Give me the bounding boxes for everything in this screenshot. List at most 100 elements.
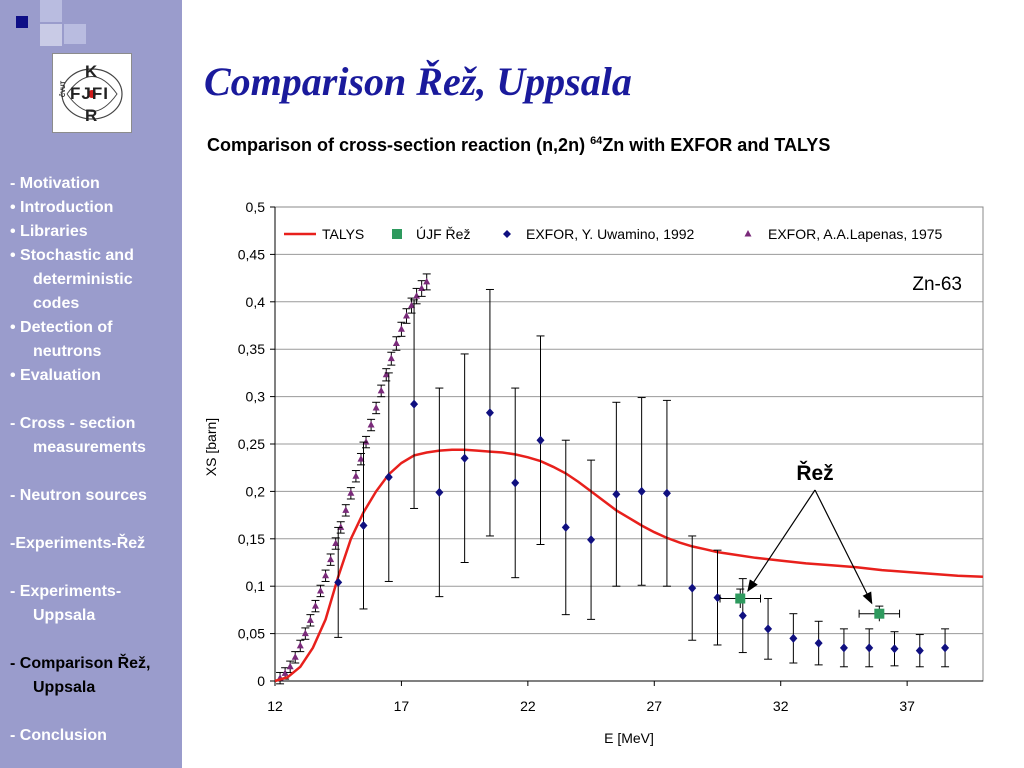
y-tick-label: 0,5 [246,199,266,215]
subtitle-text-end: Zn with EXFOR and TALYS [602,135,831,155]
lapenas-point [322,571,330,579]
uwamino-point [536,435,545,445]
nav-item[interactable]: - Neutron sources [10,487,147,504]
uwamino-point [915,646,924,656]
uwamino-point [637,486,646,496]
nav-item[interactable]: - Experiments- Uppsala [10,583,122,624]
legend-swatch-lapenas [744,230,752,237]
nav-item[interactable]: - Cross - section measurements [10,415,146,456]
slide-title: Comparison Řež, Uppsala [204,59,632,104]
ujf-point [735,593,746,604]
lapenas-point [402,312,410,319]
y-tick-label: 0,45 [238,246,265,262]
nav-item[interactable]: • Stochastic and deterministic codes [10,247,134,312]
legend-label-lapenas: EXFOR, A.A.Lapenas, 1975 [768,226,943,242]
uwamino-point [890,644,899,654]
x-tick-label: 22 [520,698,536,714]
legend-swatch-ujf [392,229,402,239]
lapenas-point [286,662,294,670]
uwamino-point [587,535,596,545]
y-tick-label: 0,3 [246,389,266,405]
lapenas-point [342,506,350,513]
lapenas-point [357,455,365,462]
y-tick-label: 0,35 [238,341,265,357]
x-tick-label: 27 [646,698,662,714]
corner-square [64,24,86,44]
uwamino-point [485,408,494,418]
uwamino-point [814,638,823,648]
rez-arrow [747,489,816,592]
x-tick-label: 12 [267,698,283,714]
x-axis-label: E [MeV] [604,730,654,746]
corner-square [40,0,62,22]
corner-square [40,24,62,46]
y-tick-label: 0,25 [238,436,265,452]
ujf-point [874,608,885,619]
lapenas-point [281,669,289,676]
lapenas-point [332,539,340,547]
uwamino-point [561,522,570,532]
faculty-logo: K FJFI R ČVUT [52,53,132,133]
logo-letter-r: R [85,106,98,125]
nav-item[interactable]: - Comparison Řež, Uppsala [10,655,151,696]
outline-nav: - Motivation • Introduction • Libraries • S… [10,172,182,748]
isotope-annotation: Zn-63 [912,274,962,295]
lapenas-point [382,370,390,378]
uwamino-point [839,643,848,653]
uwamino-point [511,478,520,488]
lapenas-point [413,292,421,299]
lapenas-point [347,489,355,496]
uwamino-point [688,583,697,593]
uwamino-point [334,577,343,587]
logo-fjfi: FJFI [70,84,109,103]
y-tick-label: 0 [257,673,265,689]
lapenas-point [327,555,335,563]
legend-label-talys: TALYS [322,226,364,242]
rez-arrow [814,489,873,605]
uwamino-point [384,472,393,482]
nav-item[interactable]: • Detection of neutrons [10,319,113,360]
nav-item[interactable]: • Evaluation [10,367,101,384]
uwamino-point [764,624,773,634]
y-tick-label: 0,4 [246,294,266,310]
lapenas-point [408,301,416,309]
corner-square [16,16,28,28]
lapenas-point [296,641,304,649]
lapenas-point [306,616,314,623]
uwamino-point [460,453,469,463]
uwamino-point [612,489,621,499]
rez-annotation: Řež [796,461,833,485]
uwamino-point [738,611,747,621]
legend-label-ujf: ÚJF Řež [416,226,470,242]
nav-item[interactable]: • Libraries [10,223,88,240]
nav-item[interactable]: - Motivation [10,175,100,192]
uwamino-point [941,643,950,653]
x-tick-label: 17 [394,698,410,714]
subtitle-text: Comparison of cross-section reaction (n,… [207,135,591,155]
y-tick-label: 0,05 [238,626,265,642]
uwamino-point [789,633,798,643]
lapenas-point [301,629,309,637]
lapenas-point [362,438,370,445]
lapenas-point [311,602,319,609]
chart-subtitle: Comparison of cross-section reaction (n,… [207,135,830,156]
lapenas-point [423,277,431,285]
y-tick-label: 0,2 [246,483,266,499]
lapenas-point [352,472,360,479]
lapenas-point [337,523,345,530]
uwamino-point [662,488,671,498]
nav-item[interactable]: • Introduction [10,199,114,216]
lapenas-point [367,421,375,428]
nav-item[interactable]: -Experiments-Řež [10,535,146,552]
legend-swatch-uwamino [503,230,511,238]
y-tick-label: 0,15 [238,531,265,547]
uwamino-point [435,487,444,497]
uwamino-point [410,399,419,409]
uwamino-point [865,643,874,653]
lapenas-point [291,653,299,660]
uwamino-point [713,593,722,603]
x-tick-label: 37 [899,698,915,714]
nav-item[interactable]: - Conclusion [10,727,107,744]
lapenas-point [392,339,400,347]
lapenas-point [397,325,405,332]
